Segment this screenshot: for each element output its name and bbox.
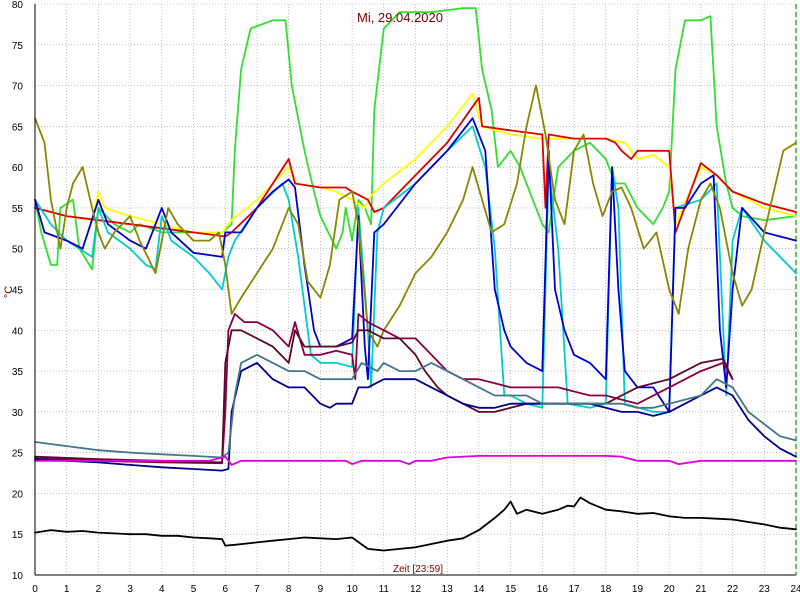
x-tick-label: 6 (222, 584, 228, 595)
x-tick-label: 8 (286, 584, 292, 595)
x-tick-label: 3 (127, 584, 133, 595)
y-tick-label: 35 (12, 367, 24, 378)
series-line-3 (34, 96, 797, 238)
x-tick-label: 23 (759, 584, 771, 595)
y-tick-label: 70 (12, 82, 24, 93)
y-tick-label: 75 (12, 41, 24, 52)
series-line-11 (34, 455, 797, 466)
series-line-5 (34, 117, 797, 413)
y-tick-label: 20 (12, 489, 24, 500)
x-tick-label: 14 (473, 584, 485, 595)
x-tick-label: 7 (254, 584, 260, 595)
chart-title: Mi, 29.04.2020 (357, 10, 443, 25)
x-tick-label: 1 (64, 584, 70, 595)
series-line-2 (34, 92, 797, 234)
y-tick-label: 15 (12, 530, 24, 541)
x-tick-label: 20 (664, 584, 676, 595)
y-tick-label: 25 (12, 449, 24, 460)
x-tick-label: 22 (727, 584, 739, 595)
y-tick-label: 10 (12, 571, 24, 582)
x-tick-label: 0 (32, 584, 38, 595)
x-tick-label: 18 (600, 584, 612, 595)
x-tick-label: 12 (410, 584, 422, 595)
series-line-6 (34, 84, 797, 348)
x-tick-label: 5 (191, 584, 197, 595)
series-line-10 (34, 353, 797, 459)
x-tick-label: 24 (790, 584, 800, 595)
y-tick-label: 80 (12, 0, 24, 11)
x-tick-label: 2 (96, 584, 102, 595)
series-lines (34, 7, 797, 552)
x-tick-label: 16 (537, 584, 549, 595)
series-line-7 (34, 313, 734, 465)
series-line-12 (34, 496, 797, 552)
axes: 0 1 2 3 4 5 6 7 8 9 10 11 12 13 14 15 16 17 18 19 20 21 22 23 24… (12, 0, 800, 595)
y-tick-label: 65 (12, 122, 24, 133)
y-tick-label: 60 (12, 163, 24, 174)
x-tick-label: 11 (379, 584, 390, 595)
x-tick-label: 21 (695, 584, 707, 595)
y-tick-label: 30 (12, 408, 24, 419)
x-tick-label: 17 (568, 584, 580, 595)
x-tick-label: 13 (442, 584, 454, 595)
y-axis-label: °C (3, 286, 15, 298)
y-tick-label: 45 (12, 286, 24, 297)
x-tick-label: 15 (505, 584, 517, 595)
x-tick-label: 9 (318, 584, 324, 595)
x-tick-label: 4 (159, 584, 165, 595)
y-tick-label: 40 (12, 326, 24, 337)
x-tick-label: 10 (347, 584, 359, 595)
x-tick-label: 19 (632, 584, 644, 595)
x-axis-label: Zeit [23:59] (393, 564, 443, 575)
y-tick-label: 55 (12, 204, 24, 215)
y-tick-label: 50 (12, 245, 24, 256)
